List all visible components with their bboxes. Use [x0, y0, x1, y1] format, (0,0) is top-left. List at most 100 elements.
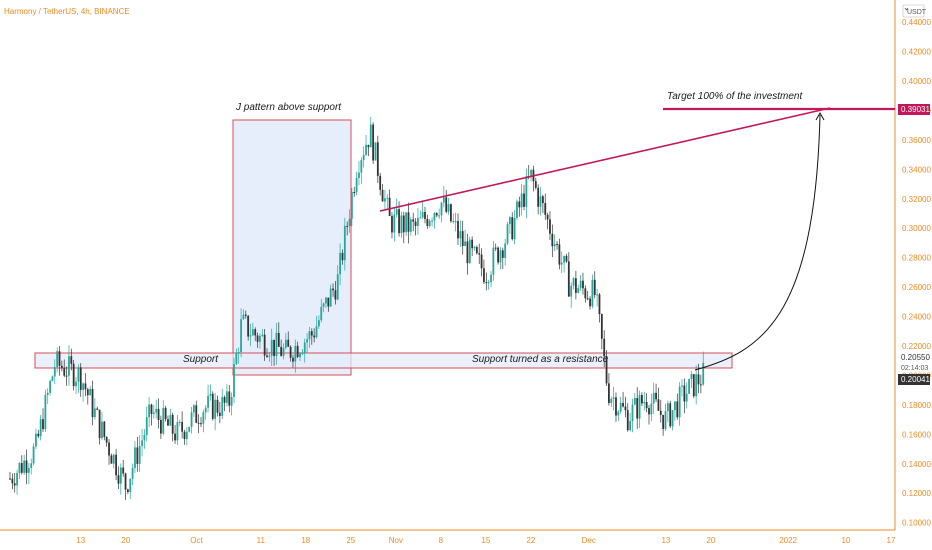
candle	[393, 207, 396, 242]
candle	[209, 384, 212, 401]
last-price-text: 0.20041	[901, 375, 930, 384]
time-tick-label: Dec	[582, 536, 596, 545]
candle	[65, 366, 68, 386]
candle	[20, 455, 23, 475]
candle	[56, 347, 59, 373]
candle	[447, 197, 450, 215]
candle	[598, 293, 601, 323]
candle	[131, 463, 134, 486]
candle	[492, 241, 495, 281]
candle	[301, 349, 304, 355]
candle	[185, 426, 188, 446]
candle	[93, 398, 96, 420]
time-tick-label: 10	[842, 536, 851, 545]
candle	[282, 343, 285, 360]
time-tick-label: 17	[887, 536, 896, 545]
candle	[11, 473, 14, 490]
candle	[504, 238, 507, 266]
candle	[643, 391, 646, 411]
candle	[541, 194, 544, 214]
candle	[483, 259, 485, 284]
candle	[96, 406, 99, 411]
candle	[490, 271, 492, 288]
price-axis[interactable]: 0.10000 0.12000 0.14000 0.16000 0.18000 0.200…	[902, 18, 931, 528]
candle	[699, 374, 702, 394]
candle	[428, 218, 431, 228]
candle	[454, 212, 457, 232]
candle	[615, 392, 617, 422]
candle	[365, 134, 367, 156]
candle	[669, 400, 672, 429]
target-label: Target 100% of the investment	[667, 91, 803, 102]
candlestick-series	[9, 116, 705, 500]
candle	[600, 313, 603, 350]
candle	[473, 245, 476, 251]
candle	[624, 396, 627, 418]
candle	[584, 285, 587, 303]
candle	[596, 288, 599, 307]
candle	[638, 390, 641, 428]
candle	[188, 426, 191, 433]
target-price-badge: 0.39031	[898, 104, 930, 115]
candle	[572, 277, 575, 290]
candle	[685, 382, 688, 409]
candle	[129, 478, 132, 500]
candle	[275, 323, 278, 365]
candle	[608, 373, 610, 406]
currency-label: USDT	[907, 9, 927, 16]
candle	[659, 399, 662, 423]
candle	[648, 405, 650, 425]
candle	[534, 177, 537, 190]
candle	[221, 388, 224, 420]
candle	[384, 190, 386, 210]
candle	[171, 412, 174, 442]
candle	[181, 411, 184, 439]
last-price-badge: 0.20041	[898, 374, 930, 385]
candle	[494, 243, 497, 252]
candle	[84, 373, 87, 397]
candle	[360, 157, 363, 184]
candle	[207, 384, 209, 413]
candle	[348, 209, 351, 233]
time-tick-label: 22	[526, 536, 535, 545]
candle	[655, 383, 657, 402]
candle	[329, 284, 332, 307]
projection-curve[interactable]	[694, 114, 821, 371]
candle	[197, 414, 200, 434]
candle	[499, 247, 502, 270]
candle	[414, 218, 417, 236]
candle	[666, 400, 669, 422]
candle	[155, 399, 158, 419]
candle	[136, 436, 139, 472]
candle	[409, 216, 412, 236]
currency-selector[interactable]: USDT	[902, 4, 927, 18]
candle	[690, 371, 693, 388]
price-tick-label: 0.32000	[902, 195, 931, 204]
candle	[148, 397, 151, 428]
candle	[174, 424, 176, 444]
time-axis[interactable]: 13 20 Oct 11 18 25 Nov 8 15 22 Dec 13 20 2022 10 17	[76, 536, 896, 545]
candle	[537, 184, 540, 215]
resistance-trendline[interactable]	[379, 107, 831, 212]
candle	[183, 429, 186, 445]
candle	[593, 271, 596, 299]
candle	[461, 220, 464, 255]
candle	[633, 392, 636, 406]
candle	[629, 412, 632, 432]
candle	[664, 403, 667, 432]
candle	[376, 135, 379, 184]
candle	[374, 142, 377, 161]
candle	[53, 359, 56, 385]
candle	[421, 200, 424, 219]
candle	[176, 415, 179, 445]
candle	[405, 212, 408, 237]
candle	[407, 202, 410, 244]
candle	[591, 274, 594, 309]
candle	[32, 443, 35, 466]
price-tick-label: 0.44000	[902, 18, 931, 27]
candle	[320, 298, 323, 323]
candle	[577, 284, 580, 294]
candle	[650, 393, 653, 422]
candle	[150, 403, 153, 426]
